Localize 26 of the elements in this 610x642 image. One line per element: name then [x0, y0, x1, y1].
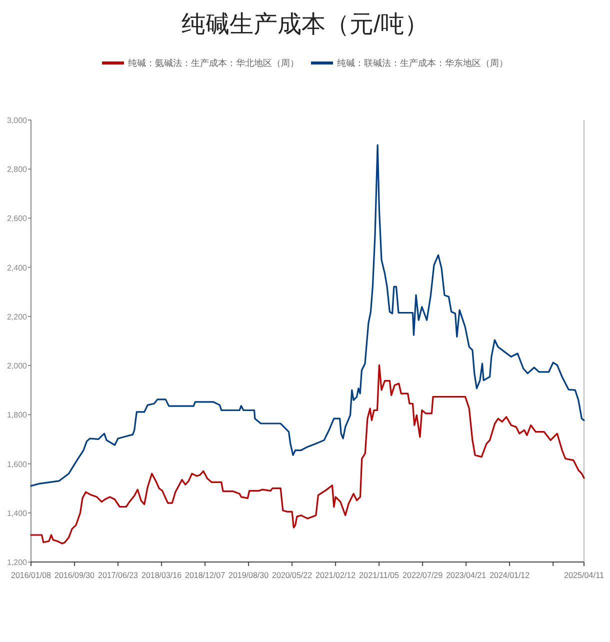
x-tick-label: 2021/11/05: [359, 570, 401, 580]
legend-label: 纯碱：氨碱法：生产成本：华北地区（周）: [128, 58, 299, 68]
y-tick-label: 2,400: [6, 263, 28, 272]
x-tick-label: 2024/01/12: [490, 570, 532, 580]
y-tick-label: 2,000: [6, 362, 28, 371]
chart-title: 纯碱生产成本（元/吨）: [182, 11, 428, 38]
y-tick-label: 2,200: [6, 312, 28, 322]
x-tick-label: 2016/09/30: [54, 570, 98, 580]
x-tick-label: 2016/01/08: [11, 570, 54, 580]
x-tick-label: 2025/04/11: [564, 570, 606, 580]
y-tick-label: 1,800: [6, 410, 28, 420]
y-tick-label: 2,600: [6, 214, 28, 224]
x-tick-label: 2021/02/12: [316, 570, 358, 580]
x-tick-label: 2018/03/16: [142, 570, 184, 580]
y-tick-label: 2,800: [6, 165, 28, 174]
y-tick-label: 1,600: [6, 460, 28, 469]
y-tick-label: 1,400: [6, 508, 28, 518]
legend-label: 纯碱：联碱法：生产成本：华东地区（周）: [337, 58, 508, 68]
x-tick-label: 2017/06/23: [98, 570, 141, 580]
y-tick-label: 3,000: [6, 116, 28, 125]
x-tick-label: 2018/12/07: [185, 570, 228, 580]
x-tick-label: 2023/04/21: [446, 570, 489, 580]
x-tick-label: 2022/07/29: [402, 570, 446, 580]
x-tick-label: 2019/08/30: [228, 570, 272, 580]
y-tick-label: 1,200: [6, 558, 28, 567]
x-tick-label: 2020/05/22: [272, 570, 315, 580]
